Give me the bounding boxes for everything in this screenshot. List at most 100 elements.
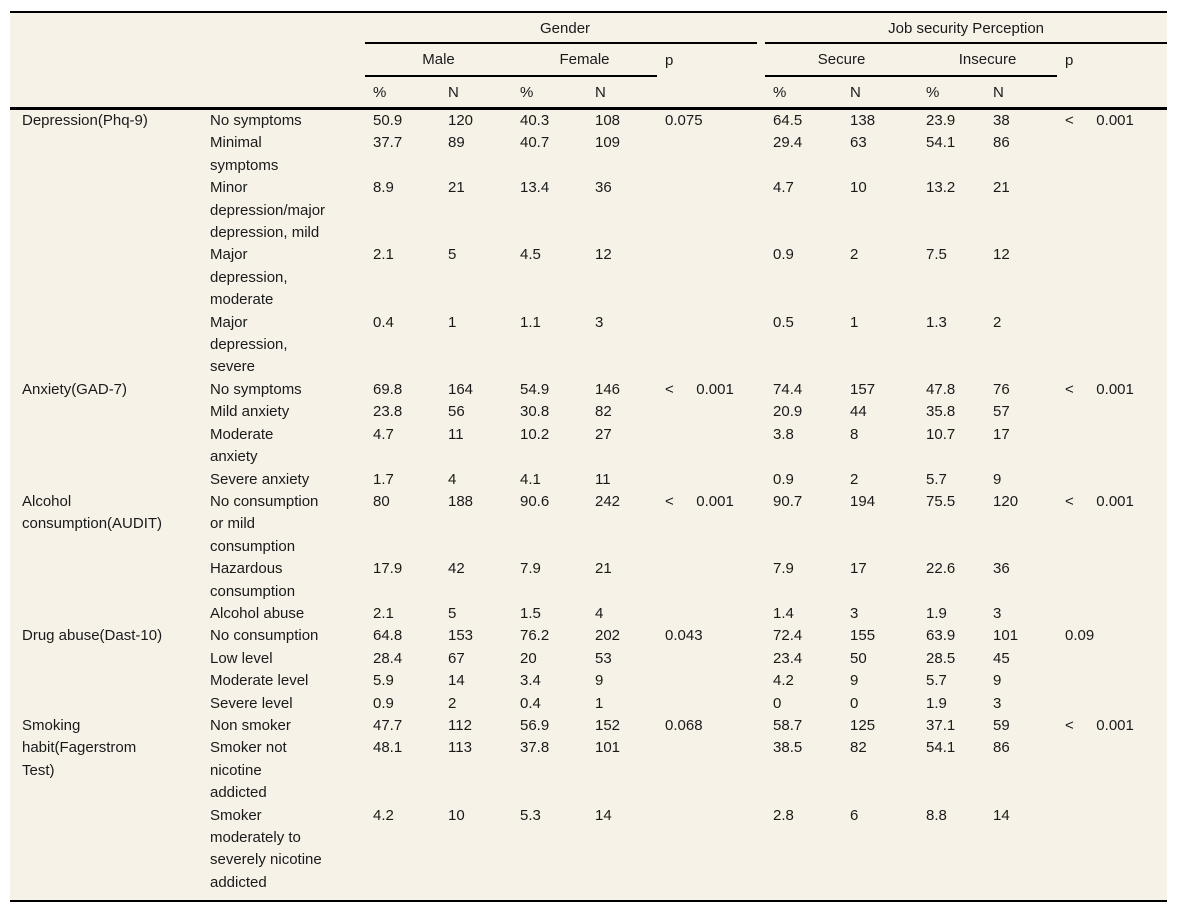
table-body: Depression(Phq-9) No symptoms 50.9 120 40.3 1… bbox=[10, 109, 1167, 895]
value-cell-p1 bbox=[657, 558, 765, 603]
value-cell-s-n: 63 bbox=[850, 134, 867, 152]
col-header-p-gender: p bbox=[665, 51, 674, 69]
value-cell-i-n: 17 bbox=[993, 425, 1010, 443]
table-row: Severe anxiety 1.7 4 4.1 11 0.9 2 5.7 9 bbox=[10, 469, 1167, 491]
col-header-female: Female bbox=[512, 44, 657, 77]
value-cell-i-pct: 1.9 bbox=[926, 604, 947, 622]
value-cell-f-pct: 90.6 bbox=[520, 492, 550, 510]
value-cell-p2 bbox=[1057, 177, 1167, 244]
value-cell-f-n: 146 bbox=[595, 380, 621, 398]
subcategory-cell: No symptoms bbox=[210, 380, 302, 398]
value-cell-s-pct: 0.5 bbox=[773, 313, 794, 331]
value-cell-f-pct: 5.3 bbox=[520, 806, 541, 824]
value-cell-m-pct: 48.1 bbox=[373, 739, 403, 757]
value-cell-s-pct: 4.2 bbox=[773, 672, 794, 690]
value-cell-p2 bbox=[1057, 693, 1167, 715]
col-header-secure-n: N bbox=[842, 76, 919, 110]
value-cell-s-pct: 74.4 bbox=[773, 380, 803, 398]
table-row: Major depression, severe 0.4 1 1.1 3 0.5 1 1.3 2 bbox=[10, 312, 1167, 379]
value-cell-m-pct: 50.9 bbox=[373, 112, 403, 129]
subcategory-cell: Non smoker bbox=[210, 716, 291, 734]
group-label-gender: Gender bbox=[540, 20, 591, 37]
value-cell-f-n: 27 bbox=[595, 425, 612, 443]
value-cell-s-pct: 72.4 bbox=[773, 627, 803, 645]
value-cell-f-n: 9 bbox=[595, 672, 604, 690]
value-cell-p1 bbox=[657, 244, 765, 311]
subcategory-cell: Minor depression/major depression, mild bbox=[210, 179, 326, 242]
value-cell-f-pct: 30.8 bbox=[520, 403, 550, 421]
value-cell-m-n: 2 bbox=[448, 694, 457, 712]
value-cell-m-n: 56 bbox=[448, 403, 465, 421]
value-cell-m-n: 10 bbox=[448, 806, 465, 824]
value-cell-m-n: 89 bbox=[448, 134, 465, 152]
subcategory-cell: No symptoms bbox=[210, 112, 302, 129]
subgroup-header-row: Male Female p Secure Insecure p bbox=[10, 44, 1167, 77]
value-cell-i-n: 9 bbox=[993, 672, 1002, 690]
table-row: Smoker not nicotine addicted 48.1 113 37.8 1… bbox=[10, 737, 1167, 804]
value-cell-i-pct: 7.5 bbox=[926, 246, 947, 264]
value-cell-f-n: 108 bbox=[595, 112, 621, 129]
value-cell-p1 bbox=[657, 603, 765, 625]
value-cell-m-pct: 80 bbox=[373, 492, 390, 510]
col-header-p-job-security: p bbox=[1065, 51, 1074, 69]
category-cell: Smoking habit(Fagerstrom Test) bbox=[22, 716, 137, 779]
table-row: Alcohol abuse 2.1 5 1.5 4 1.4 3 1.9 3 bbox=[10, 603, 1167, 625]
value-cell-s-n: 194 bbox=[850, 492, 876, 510]
value-cell-s-n: 1 bbox=[850, 313, 859, 331]
value-cell-m-n: 112 bbox=[448, 716, 472, 734]
value-cell-f-n: 1 bbox=[595, 694, 604, 712]
value-cell-i-pct: 37.1 bbox=[926, 716, 956, 734]
value-cell-f-n: 242 bbox=[595, 492, 621, 510]
value-cell-i-n: 101 bbox=[993, 627, 1019, 645]
value-cell-f-n: 11 bbox=[595, 470, 611, 488]
col-header-insecure: Insecure bbox=[918, 44, 1058, 77]
value-cell-p1: 0.043 bbox=[665, 627, 703, 645]
value-cell-p1 bbox=[657, 401, 765, 423]
value-cell-p1: < 0.001 bbox=[665, 380, 734, 398]
value-cell-m-pct: 1.7 bbox=[373, 470, 394, 488]
subcategory-cell: Severe anxiety bbox=[210, 470, 310, 488]
value-cell-f-n: 3 bbox=[595, 313, 604, 331]
table-row: Depression(Phq-9) No symptoms 50.9 120 40.3 1… bbox=[10, 109, 1167, 133]
value-cell-m-n: 4 bbox=[448, 470, 457, 488]
value-cell-i-n: 21 bbox=[993, 179, 1010, 197]
value-cell-i-n: 38 bbox=[993, 112, 1010, 129]
value-cell-p2 bbox=[1057, 424, 1167, 469]
value-cell-i-pct: 5.7 bbox=[926, 470, 947, 488]
value-cell-f-pct: 76.2 bbox=[520, 627, 550, 645]
value-cell-i-n: 86 bbox=[993, 134, 1010, 152]
category-cell: Drug abuse(Dast-10) bbox=[22, 627, 163, 645]
value-cell-s-pct: 4.7 bbox=[773, 179, 794, 197]
value-cell-s-n: 2 bbox=[850, 470, 859, 488]
table-row: Moderate anxiety 4.7 11 10.2 27 3.8 8 10.7 17 bbox=[10, 424, 1167, 469]
value-cell-m-n: 1 bbox=[448, 313, 457, 331]
value-cell-m-n: 11 bbox=[448, 425, 464, 443]
value-cell-p2 bbox=[1057, 312, 1167, 379]
col-header-male-pct: % bbox=[365, 76, 440, 110]
subcategory-cell: Mild anxiety bbox=[210, 403, 290, 421]
value-cell-f-pct: 4.1 bbox=[520, 470, 541, 488]
value-cell-s-pct: 29.4 bbox=[773, 134, 803, 152]
value-cell-p1: 0.075 bbox=[665, 112, 703, 129]
value-cell-m-pct: 23.8 bbox=[373, 403, 403, 421]
value-cell-s-pct: 3.8 bbox=[773, 425, 794, 443]
table-row: Drug abuse(Dast-10) No consumption 64.8 153… bbox=[10, 625, 1167, 647]
value-cell-f-pct: 40.7 bbox=[520, 134, 550, 152]
value-cell-f-pct: 56.9 bbox=[520, 716, 550, 734]
table-row: Smoker moderately to severely nicotine a… bbox=[10, 805, 1167, 895]
value-cell-m-pct: 28.4 bbox=[373, 649, 403, 667]
value-cell-m-pct: 64.8 bbox=[373, 627, 403, 645]
value-cell-s-pct: 90.7 bbox=[773, 492, 803, 510]
value-cell-f-n: 4 bbox=[595, 604, 604, 622]
value-cell-m-n: 113 bbox=[448, 739, 472, 757]
corner-cell bbox=[10, 76, 365, 110]
value-cell-p2 bbox=[1057, 737, 1167, 804]
gender-span-rule bbox=[365, 41, 758, 44]
col-header-insecure-pct: % bbox=[918, 76, 986, 110]
value-cell-m-n: 5 bbox=[448, 604, 457, 622]
value-cell-i-n: 45 bbox=[993, 649, 1010, 667]
value-cell-f-pct: 20 bbox=[520, 649, 537, 667]
value-cell-m-pct: 37.7 bbox=[373, 134, 403, 152]
subcategory-cell: No consumption bbox=[210, 627, 319, 645]
col-header-male-n: N bbox=[440, 76, 512, 110]
